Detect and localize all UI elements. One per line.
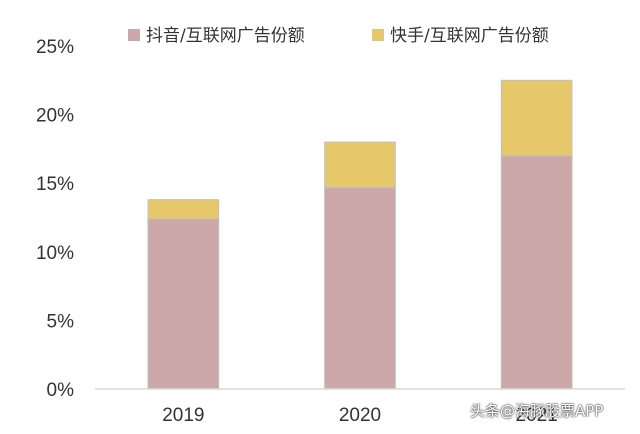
bar-segment-douyin bbox=[147, 218, 220, 390]
bar-segment-douyin bbox=[324, 186, 396, 390]
x-axis: 2019 2020 2021 bbox=[162, 405, 558, 426]
x-tick-label: 2021 bbox=[516, 405, 558, 426]
y-axis: 0% 5% 10% 15% 20% 25% bbox=[36, 37, 74, 401]
bar-segment-kuaishou bbox=[324, 141, 396, 188]
watermark: 头条@海豚股票APP bbox=[470, 402, 604, 420]
x-tick-label: 2020 bbox=[339, 405, 381, 426]
legend-label: 抖音/互联网广告份额 bbox=[146, 26, 305, 46]
y-tick-label: 0% bbox=[47, 380, 75, 401]
y-tick-label: 25% bbox=[36, 37, 74, 58]
bars bbox=[147, 79, 573, 390]
y-tick-label: 15% bbox=[36, 174, 74, 195]
y-tick-label: 10% bbox=[36, 243, 74, 264]
y-tick-label: 20% bbox=[36, 106, 74, 127]
legend-swatch bbox=[128, 29, 140, 41]
legend-swatch bbox=[372, 29, 384, 41]
bar-segment-kuaishou bbox=[500, 79, 573, 157]
legend-label: 快手/互联网广告份额 bbox=[390, 26, 549, 46]
x-tick-label: 2019 bbox=[162, 405, 204, 426]
bar-segment-douyin bbox=[500, 155, 573, 390]
legend: 抖音/互联网广告份额 快手/互联网广告份额 bbox=[128, 26, 549, 46]
y-tick-label: 5% bbox=[47, 311, 75, 332]
bar-segment-kuaishou bbox=[147, 199, 220, 220]
